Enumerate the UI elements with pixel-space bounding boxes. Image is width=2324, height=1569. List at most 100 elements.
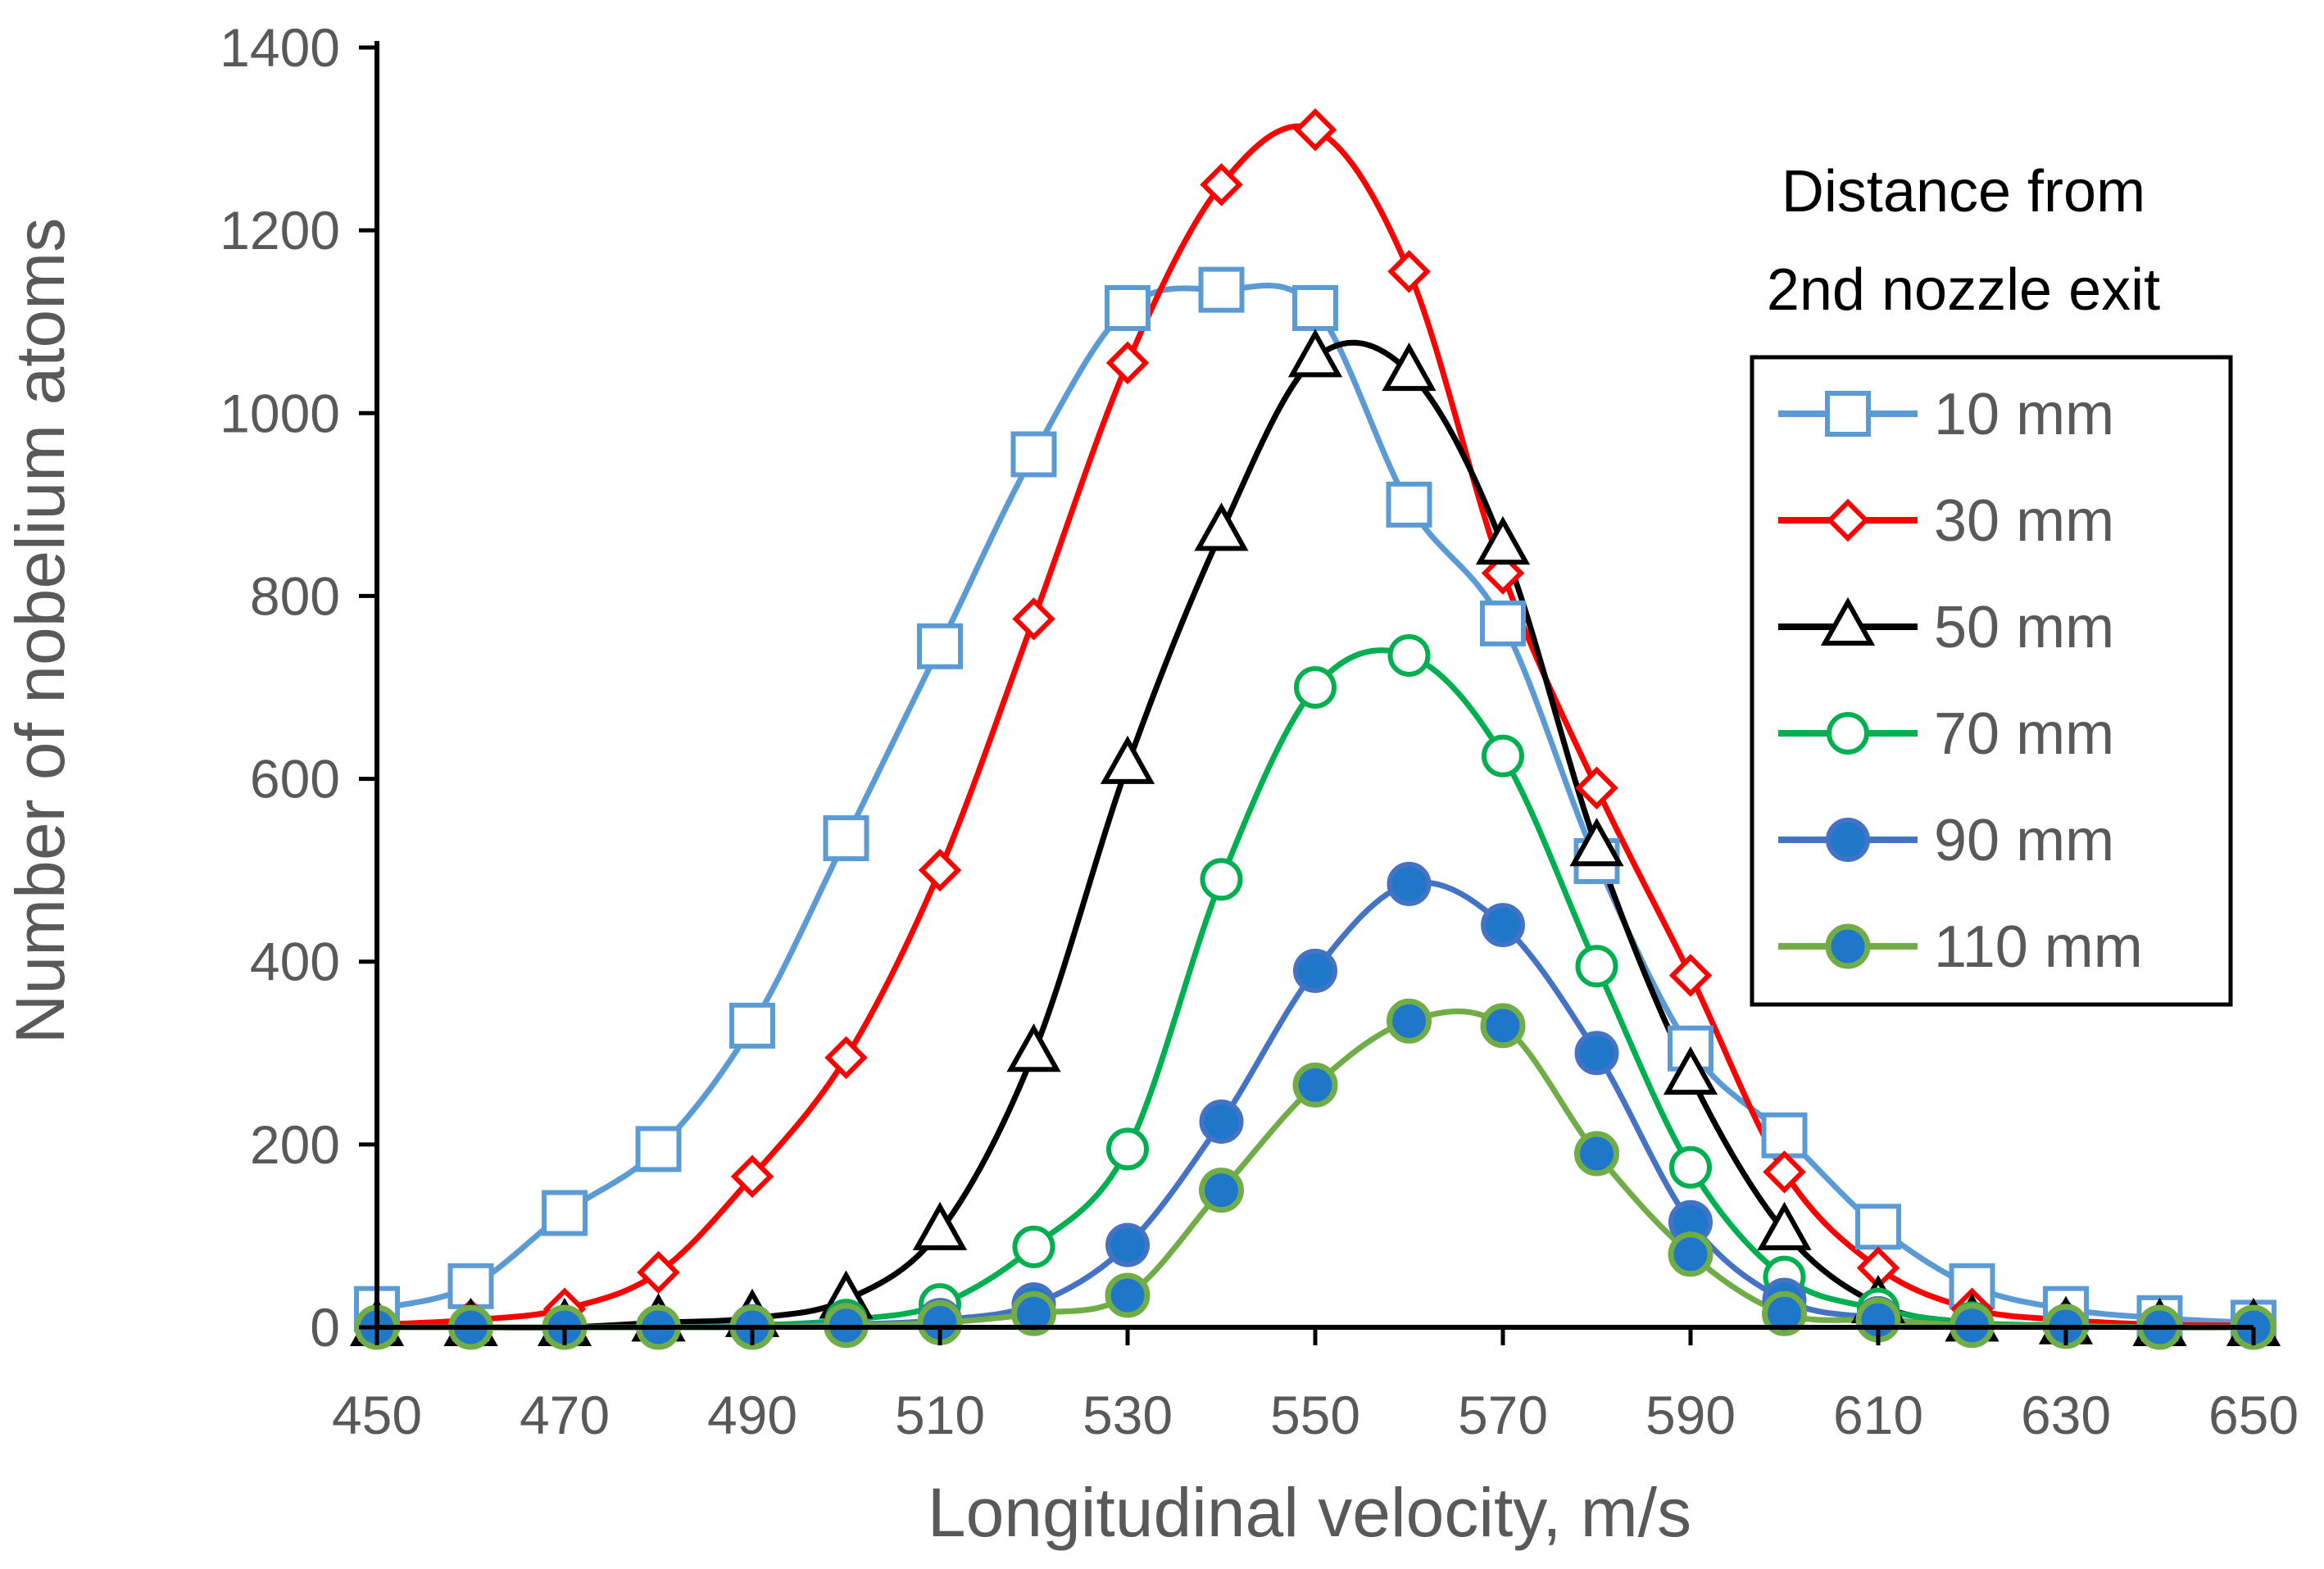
data-point — [1387, 861, 1432, 906]
data-point — [1194, 502, 1249, 551]
data-point — [1006, 1023, 1061, 1072]
data-point — [912, 1201, 968, 1250]
data-point — [1761, 1112, 1808, 1159]
data-point — [1855, 1204, 1901, 1250]
data-point — [1387, 633, 1431, 677]
data-point — [1762, 1290, 1807, 1336]
data-point — [1199, 1168, 1244, 1213]
data-point — [1100, 735, 1155, 784]
legend-label: 70 mm — [1934, 701, 2114, 767]
data-point — [1481, 903, 1525, 948]
legend-label: 50 mm — [1934, 595, 2114, 660]
data-point — [1569, 818, 1624, 867]
y-tick-label: 1400 — [220, 17, 340, 78]
y-tick-label: 600 — [250, 749, 340, 809]
series-points-6 — [354, 998, 2276, 1350]
data-point — [1387, 998, 1432, 1044]
data-point — [637, 1250, 680, 1295]
data-point — [1294, 666, 1337, 709]
x-tick-label: 610 — [1833, 1385, 1923, 1445]
plot-markers — [349, 108, 2281, 1350]
y-axis-title: Number of nobelium atoms — [2, 218, 79, 1044]
legend-items: 10 mm 30 mm 50 mm 70 mm 90 mm 110 mm — [1778, 382, 2143, 980]
data-point — [1105, 284, 1151, 331]
legend-item-2: 30 mm — [1778, 488, 2114, 554]
legend-item-5: 90 mm — [1778, 808, 2114, 873]
data-point — [1480, 1003, 1526, 1049]
y-tick-label: 1000 — [220, 383, 340, 443]
legend-swatch-marker — [1826, 498, 1870, 542]
data-point — [1198, 266, 1245, 313]
data-point — [1200, 858, 1243, 901]
data-point — [917, 623, 963, 669]
legend-item-1: 10 mm — [1778, 382, 2114, 447]
x-tick-label: 530 — [1083, 1385, 1173, 1445]
x-tick-label: 550 — [1270, 1385, 1360, 1445]
legend-item-6: 110 mm — [1778, 914, 2143, 980]
data-point — [1475, 515, 1531, 565]
legend-item-4: 70 mm — [1778, 701, 2114, 767]
data-point — [1668, 1231, 1713, 1277]
x-tick-label: 450 — [332, 1385, 422, 1445]
data-point — [1757, 1201, 1812, 1250]
data-point — [1200, 163, 1243, 206]
data-point — [1106, 1127, 1149, 1171]
data-point — [542, 1190, 588, 1236]
data-point — [1287, 329, 1343, 378]
tick-labels: 0 200 400 600 800 1000 1200 1400 450 470 490 510 530… — [220, 17, 2299, 1445]
data-point — [1574, 1031, 1619, 1076]
data-point — [1199, 1099, 1244, 1144]
legend-swatch-marker — [1820, 596, 1876, 646]
legend-label: 90 mm — [1934, 808, 2114, 873]
data-point — [1293, 108, 1337, 152]
data-point — [1012, 1225, 1055, 1268]
data-point — [1387, 250, 1431, 293]
data-point — [824, 1036, 868, 1080]
legend-item-3: 50 mm — [1778, 595, 2114, 660]
data-point — [1575, 945, 1618, 988]
legend-label: 30 mm — [1934, 488, 2114, 554]
data-point — [1010, 431, 1057, 478]
data-point — [918, 848, 962, 892]
axes — [359, 41, 2256, 1345]
y-tick-label: 200 — [250, 1114, 340, 1175]
data-point — [1105, 341, 1150, 385]
legend-title-line-2: 2nd nozzle exit — [1767, 257, 2160, 323]
data-point — [1575, 766, 1618, 809]
data-point — [1292, 284, 1338, 331]
data-point — [1011, 1290, 1056, 1336]
data-point — [1105, 1272, 1151, 1318]
data-point — [1482, 734, 1524, 778]
legend-swatch-marker — [1827, 712, 1869, 755]
x-tick-label: 570 — [1458, 1385, 1548, 1445]
data-point — [729, 1002, 775, 1049]
legend-label: 110 mm — [1934, 914, 2143, 980]
data-point — [1480, 600, 1526, 646]
y-tick-label: 800 — [250, 565, 340, 626]
y-tick-label: 1200 — [220, 200, 340, 261]
data-point — [1293, 948, 1337, 993]
legend-swatch-marker — [1825, 391, 1871, 437]
data-point — [1292, 1062, 1338, 1108]
data-point — [730, 1154, 774, 1199]
data-point — [1382, 342, 1437, 392]
data-point — [1012, 597, 1055, 641]
data-point — [1668, 954, 1713, 997]
data-point — [635, 1126, 682, 1172]
y-tick-label: 400 — [250, 932, 340, 992]
data-point — [1386, 481, 1432, 528]
data-point — [1763, 1150, 1806, 1194]
legend-swatch-marker — [1826, 818, 1870, 862]
data-point — [1105, 1222, 1150, 1267]
data-point — [1663, 1046, 1718, 1095]
legend-box — [1750, 355, 2233, 1007]
x-tick-label: 490 — [707, 1385, 797, 1445]
x-axis-title: Longitudinal velocity, m/s — [928, 1474, 1691, 1551]
y-tick-label: 0 — [310, 1297, 340, 1358]
x-tick-label: 630 — [2021, 1385, 2111, 1445]
x-tick-label: 470 — [520, 1385, 610, 1445]
data-point — [1574, 1131, 1619, 1177]
legend-title-line-1: Distance from — [1782, 159, 2145, 224]
x-tick-label: 590 — [1645, 1385, 1736, 1445]
